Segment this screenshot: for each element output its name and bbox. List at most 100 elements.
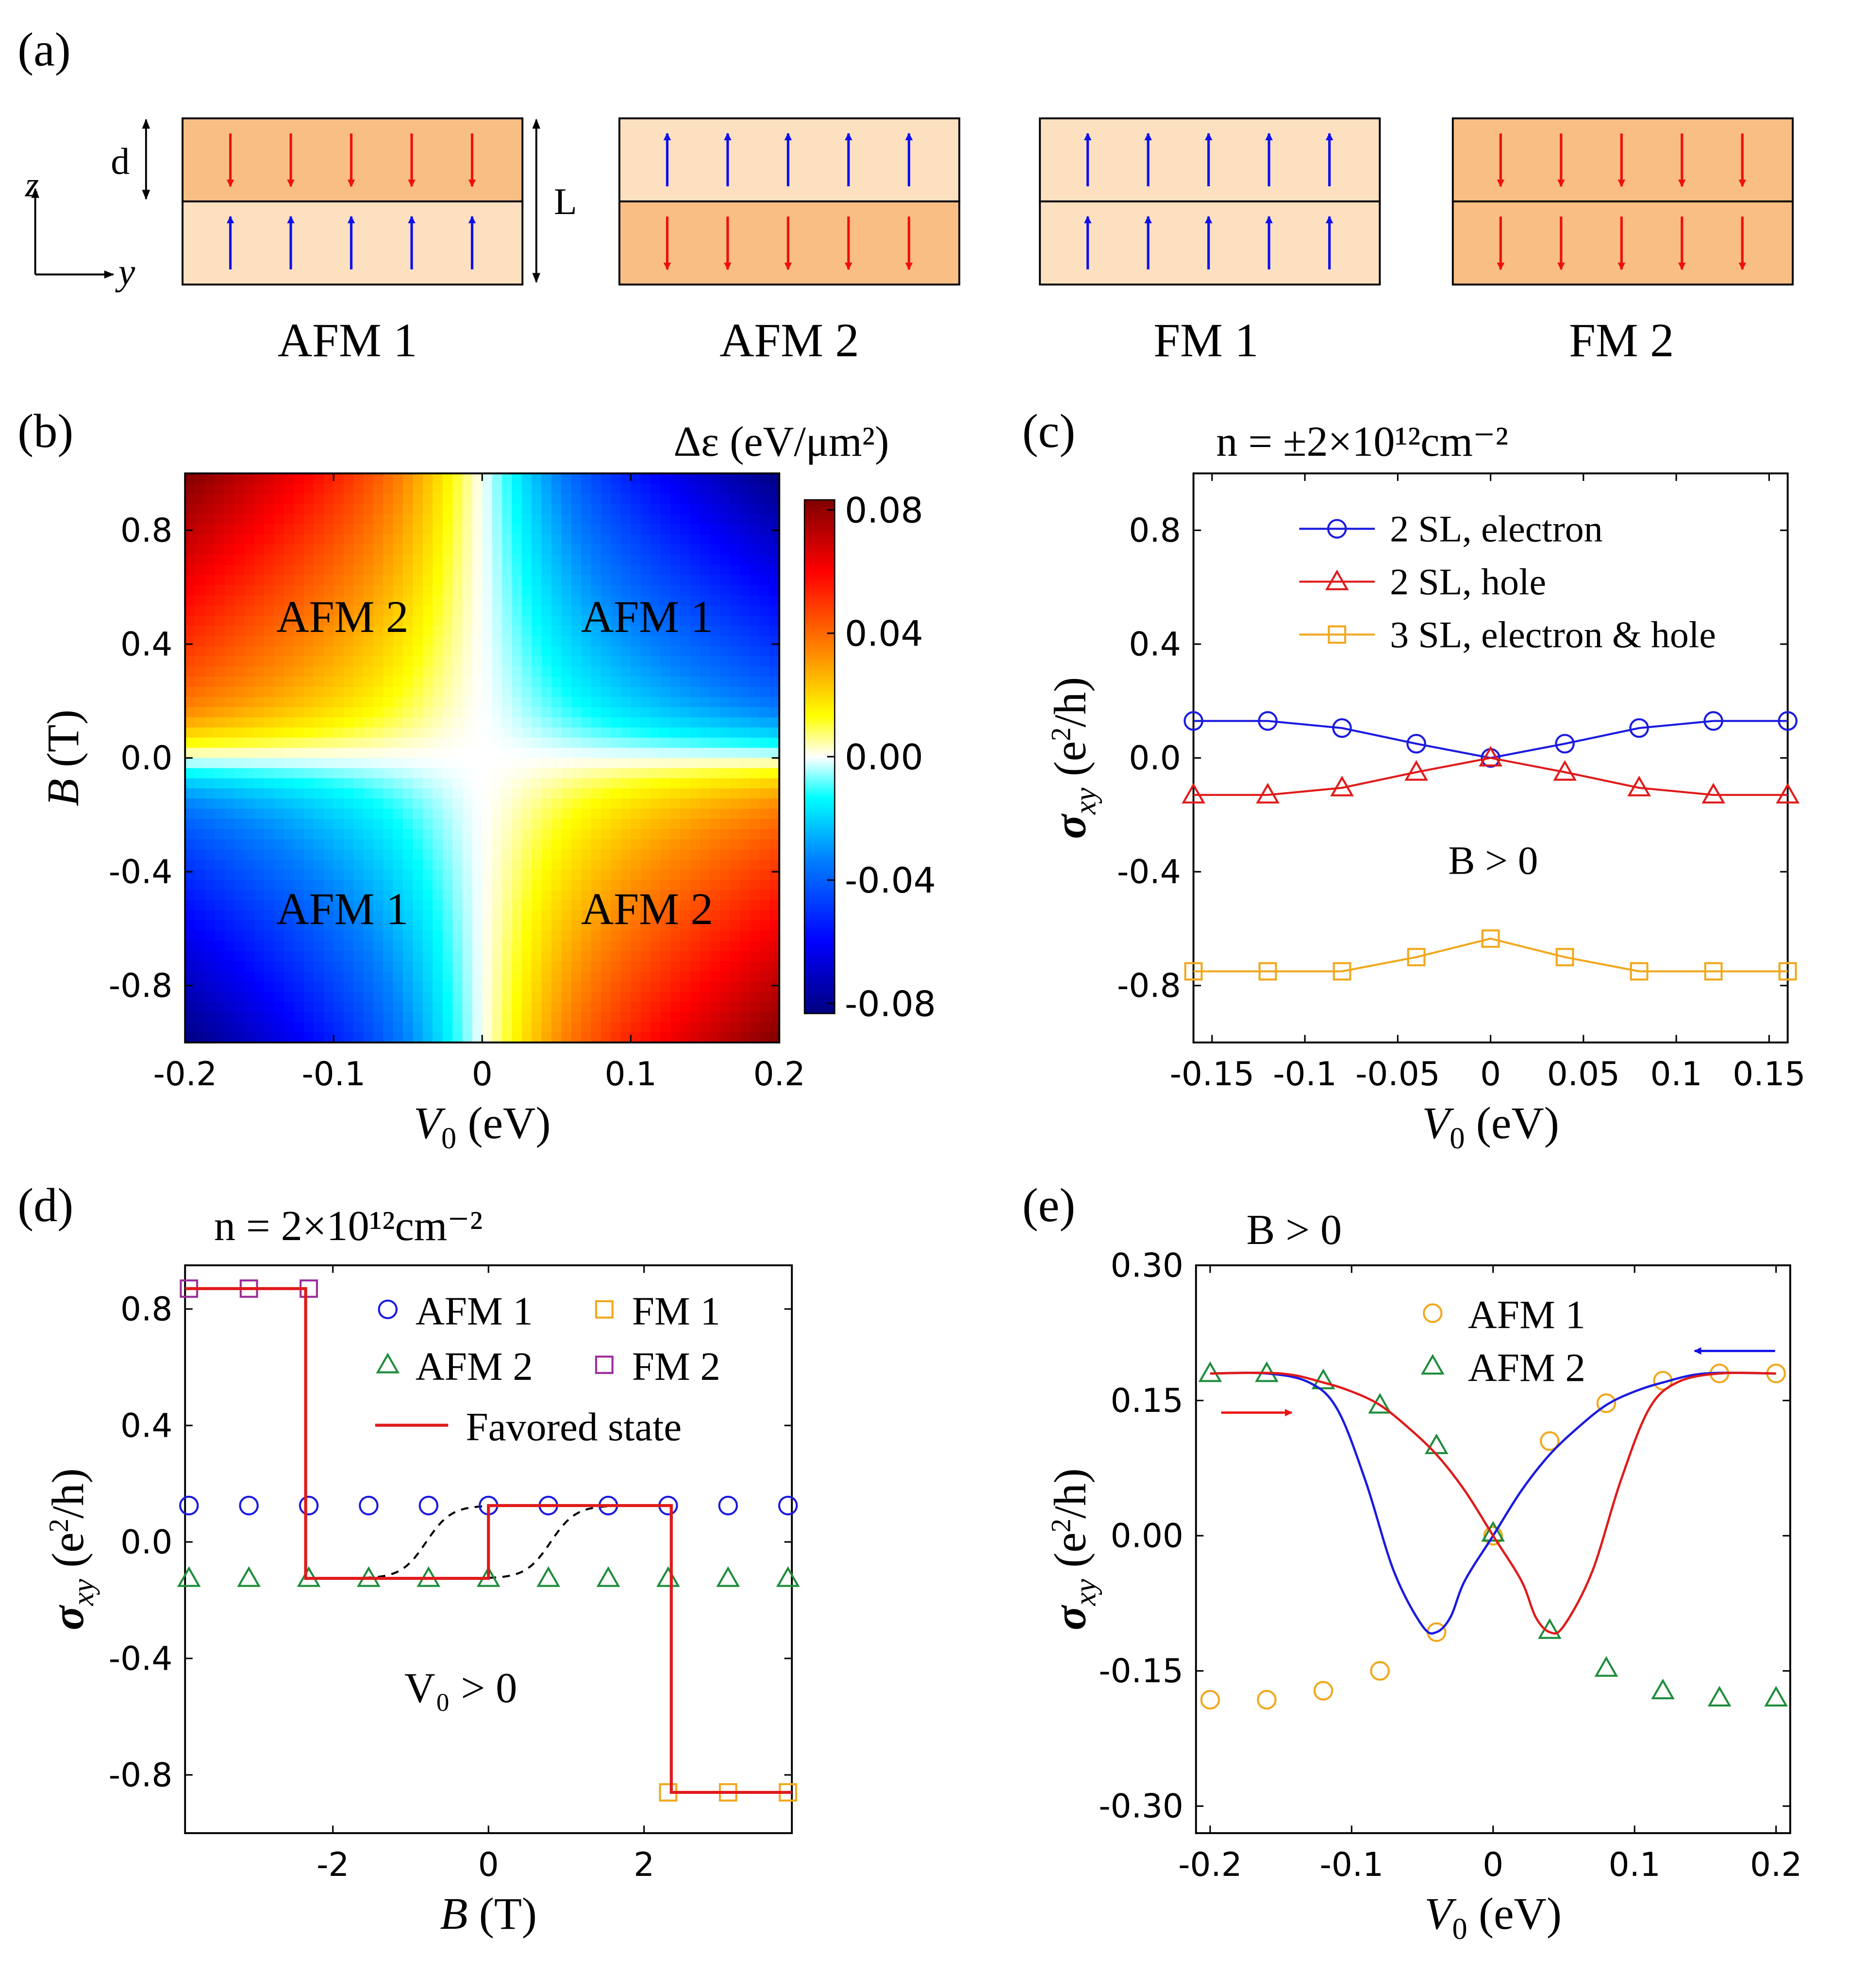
legend-marker bbox=[595, 1356, 614, 1374]
heatmap-cell bbox=[343, 819, 354, 830]
x-tick-label: 0.2 bbox=[1750, 1845, 1802, 1884]
heatmap-cell bbox=[650, 544, 662, 556]
heatmap-cell bbox=[769, 1012, 780, 1023]
heatmap-cell bbox=[284, 819, 295, 830]
heatmap-cell bbox=[343, 1012, 354, 1023]
heatmap-cell bbox=[571, 981, 582, 993]
heatmap-cell bbox=[601, 677, 612, 688]
heatmap-cell bbox=[759, 1002, 770, 1013]
heatmap-cell bbox=[650, 534, 662, 546]
heatmap-cell bbox=[205, 849, 216, 861]
heatmap-cell bbox=[393, 961, 404, 972]
heatmap-cell bbox=[680, 1032, 691, 1044]
heatmap-cell bbox=[512, 971, 523, 982]
heatmap-cell bbox=[521, 930, 533, 942]
heatmap-cell bbox=[631, 605, 642, 617]
heatmap-cell bbox=[205, 930, 216, 942]
heatmap-cell bbox=[224, 677, 235, 688]
heatmap-cell bbox=[730, 859, 741, 871]
heatmap-cell bbox=[739, 1022, 750, 1033]
heatmap-cell bbox=[195, 839, 206, 850]
heatmap-cell bbox=[393, 890, 404, 901]
heatmap-cell bbox=[611, 473, 622, 484]
heatmap-cell bbox=[422, 677, 433, 688]
heatmap-cell bbox=[195, 646, 206, 657]
heatmap-cell bbox=[660, 788, 671, 799]
heatmap-cell bbox=[462, 666, 473, 678]
x-axis-label: V0 (eV) bbox=[1422, 1098, 1559, 1155]
heatmap-cell bbox=[700, 696, 711, 708]
heatmap-cell bbox=[620, 920, 632, 932]
heatmap-cell bbox=[640, 747, 651, 759]
heatmap-cell bbox=[581, 727, 592, 739]
heatmap-cell bbox=[719, 534, 731, 546]
data-point-circle bbox=[1313, 1681, 1334, 1701]
heatmap-cell bbox=[323, 615, 334, 627]
heatmap-cell bbox=[492, 819, 503, 830]
heatmap-cell bbox=[739, 656, 750, 667]
heatmap-cell bbox=[719, 687, 731, 698]
heatmap-cell bbox=[482, 1022, 493, 1033]
heatmap-cell bbox=[601, 554, 612, 566]
heatmap-cell bbox=[393, 483, 404, 495]
heatmap-cell bbox=[551, 717, 563, 729]
heatmap-cell bbox=[333, 585, 345, 596]
heatmap-cell bbox=[719, 920, 731, 932]
heatmap-cell bbox=[571, 636, 582, 647]
heatmap-cell bbox=[492, 564, 503, 576]
heatmap-cell bbox=[719, 494, 731, 505]
heatmap-cell bbox=[215, 646, 226, 657]
heatmap-cell bbox=[314, 504, 325, 515]
heatmap-cell bbox=[284, 656, 295, 667]
heatmap-cell bbox=[492, 605, 503, 617]
heatmap-cell bbox=[502, 727, 513, 739]
heatmap-cell bbox=[581, 1012, 592, 1023]
region-label-top-left: AFM 2 bbox=[276, 592, 408, 642]
heatmap-cell bbox=[660, 524, 671, 535]
heatmap-cell bbox=[433, 615, 444, 627]
heatmap-cell bbox=[403, 717, 414, 729]
heatmap-cell bbox=[581, 717, 592, 729]
heatmap-cell bbox=[264, 829, 275, 840]
heatmap-cell bbox=[541, 1002, 552, 1013]
heatmap-cell bbox=[719, 473, 731, 484]
heatmap-cell bbox=[224, 564, 235, 576]
heatmap-cell bbox=[650, 768, 662, 779]
heatmap-cell bbox=[333, 798, 345, 810]
heatmap-cell bbox=[601, 1012, 612, 1023]
x-tick-label: -0.1 bbox=[1273, 1055, 1337, 1093]
heatmap-cell bbox=[274, 961, 285, 972]
heatmap-cell bbox=[244, 646, 255, 657]
heatmap-cell bbox=[631, 483, 642, 495]
heatmap-cell bbox=[472, 696, 483, 708]
heatmap-cell bbox=[750, 951, 761, 962]
heatmap-cell bbox=[492, 483, 503, 495]
heatmap-cell bbox=[680, 1012, 691, 1023]
heatmap-cell bbox=[403, 727, 414, 739]
heatmap-cell bbox=[601, 788, 612, 799]
heatmap-cell bbox=[244, 768, 255, 779]
heatmap-cell bbox=[274, 747, 285, 759]
heatmap-cell bbox=[363, 900, 374, 911]
heatmap-cell bbox=[591, 534, 602, 546]
heatmap-cell bbox=[274, 829, 285, 840]
heatmap-cell bbox=[532, 534, 543, 546]
heatmap-cell bbox=[680, 981, 691, 993]
heatmap-cell bbox=[234, 992, 246, 1003]
heatmap-cell bbox=[244, 626, 255, 637]
heatmap-cell bbox=[274, 758, 285, 769]
heatmap-cell bbox=[620, 615, 632, 627]
heatmap-cell bbox=[472, 992, 483, 1003]
heatmap-cell bbox=[195, 798, 206, 810]
heatmap-cell bbox=[591, 687, 602, 698]
heatmap-cell bbox=[561, 737, 572, 749]
heatmap-cell bbox=[541, 900, 552, 911]
heatmap-cell bbox=[710, 585, 721, 596]
x-tick-label: -0.1 bbox=[1320, 1845, 1384, 1884]
heatmap-cell bbox=[403, 809, 414, 820]
heatmap-cell bbox=[670, 605, 681, 617]
heatmap-cell bbox=[462, 961, 473, 972]
heatmap-cell bbox=[521, 859, 533, 871]
heatmap-cell bbox=[452, 869, 464, 881]
